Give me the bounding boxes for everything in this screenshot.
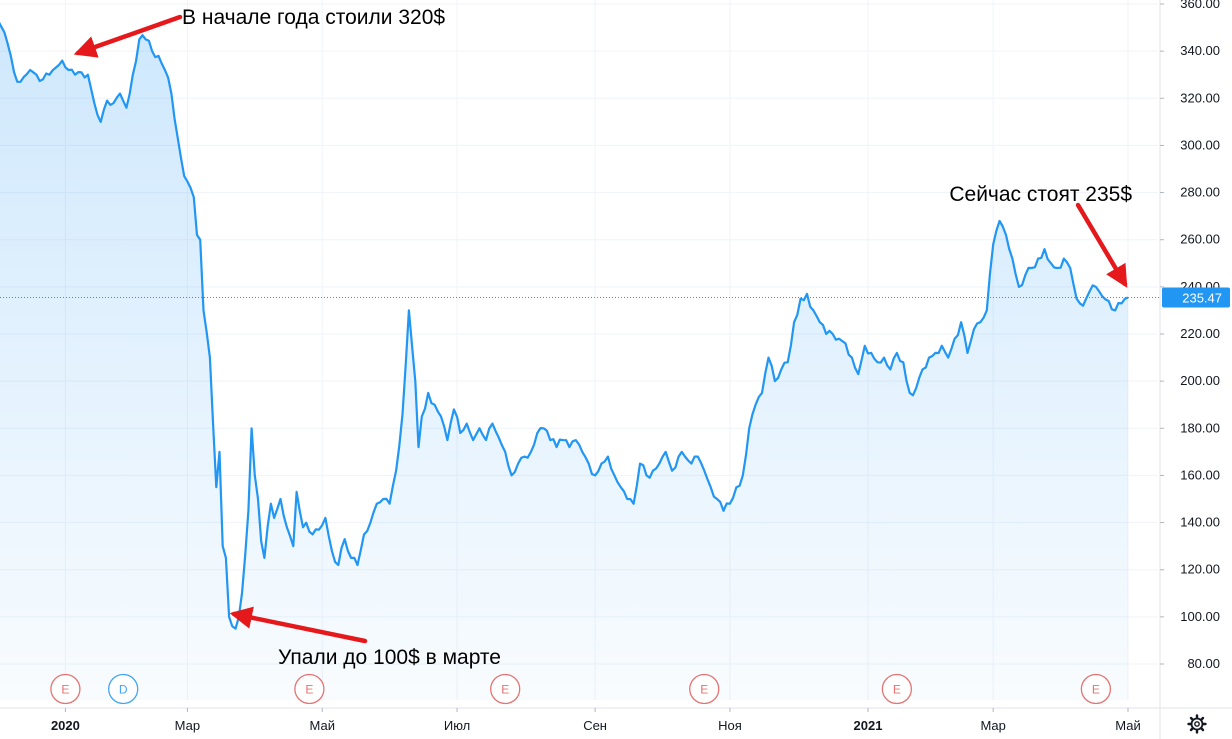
y-tick-label: 220.00 xyxy=(1180,326,1220,341)
x-tick-label: Май xyxy=(1115,718,1140,733)
annotation-text: Упали до 100$ в марте xyxy=(278,646,501,669)
price-tag-label: 235.47 xyxy=(1182,291,1222,306)
y-tick-label: 300.00 xyxy=(1180,137,1220,152)
event-marker-dividend[interactable]: D xyxy=(108,673,139,705)
svg-text:E: E xyxy=(305,683,313,697)
y-tick-label: 360.00 xyxy=(1180,0,1220,11)
settings-gear-icon[interactable] xyxy=(1187,714,1207,734)
price-line xyxy=(0,21,1129,630)
y-tick-label: 340.00 xyxy=(1180,43,1220,58)
price-tag-box xyxy=(1162,287,1230,308)
y-tick-label: 200.00 xyxy=(1180,373,1220,388)
y-tick-label: 120.00 xyxy=(1180,562,1220,577)
svg-text:D: D xyxy=(119,683,128,697)
y-axis: 80.00 100.00 120.00 140.00 160.00 180.00 200.0… xyxy=(1159,0,1220,739)
area-fill xyxy=(0,24,1128,700)
svg-text:E: E xyxy=(700,683,708,697)
event-marker-earnings[interactable]: E xyxy=(490,673,521,705)
annotation-text: В начале года стоили 320$ xyxy=(182,6,445,29)
y-tick-label: 80.00 xyxy=(1187,656,1220,671)
x-tick-label: 2021 xyxy=(854,718,883,733)
x-tick-label: Мар xyxy=(980,718,1005,733)
event-marker-earnings[interactable]: E xyxy=(881,673,913,705)
annotation-arrow xyxy=(73,14,183,58)
event-marker-earnings[interactable]: E xyxy=(50,673,81,705)
x-tick-label: Июл xyxy=(444,718,470,733)
svg-text:E: E xyxy=(893,683,901,697)
event-marker-earnings[interactable]: E xyxy=(1080,673,1112,705)
annotation-arrow xyxy=(1075,202,1128,288)
annotation-arrow xyxy=(229,606,368,644)
y-tick-label: 140.00 xyxy=(1180,515,1220,530)
y-tick-label: 160.00 xyxy=(1180,467,1220,482)
y-tick-label: 320.00 xyxy=(1180,90,1220,105)
y-tick-label: 180.00 xyxy=(1180,420,1220,435)
event-marker-earnings[interactable]: E xyxy=(294,673,325,705)
series-line xyxy=(0,21,1129,630)
last-price-tag: 235.47 xyxy=(1162,287,1230,308)
annotations: В начале года стоили 320$ Упали до 100$ в… xyxy=(73,6,1132,669)
x-tick-label: Мар xyxy=(175,718,200,733)
svg-text:E: E xyxy=(501,683,509,697)
y-tick-label: 260.00 xyxy=(1180,232,1220,247)
x-tick-label: Ноя xyxy=(718,718,742,733)
svg-text:E: E xyxy=(61,683,69,697)
event-marker-earnings[interactable]: E xyxy=(689,673,720,705)
x-tick-label: Май xyxy=(309,718,334,733)
annotation-text: Сейчас стоят 235$ xyxy=(949,183,1132,206)
price-area xyxy=(0,24,1128,700)
y-tick-label: 280.00 xyxy=(1180,185,1220,200)
x-tick-label: Сен xyxy=(583,718,607,733)
y-tick-label: 100.00 xyxy=(1180,609,1220,624)
x-axis: 2020 Мар Май Июл Сен Ноя 2021 Мар Май xyxy=(0,707,1232,733)
x-tick-label: 2020 xyxy=(51,718,80,733)
svg-text:E: E xyxy=(1092,683,1100,697)
